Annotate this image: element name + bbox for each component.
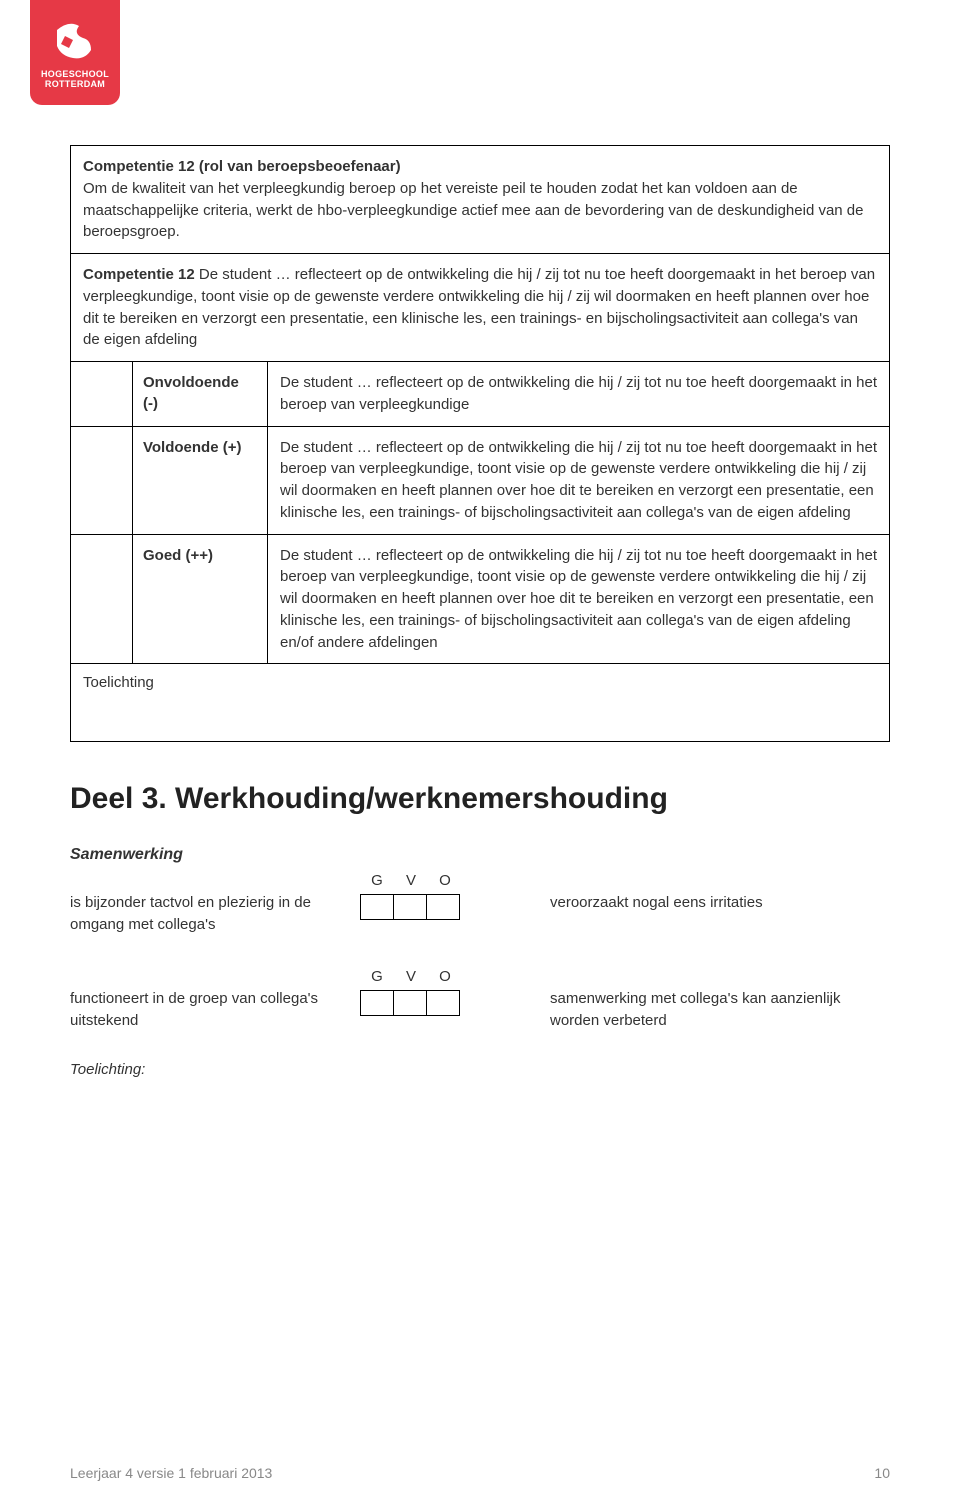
gvo-box-g[interactable] [360,990,394,1016]
gvo-box-o[interactable] [426,990,460,1016]
gvo-box-g[interactable] [360,894,394,920]
rubric-text-goed: De student … reflecteert op de ontwikkel… [268,535,889,664]
assess-left-text: functioneert in de groep van collega's u… [70,966,360,1032]
assess-left-text: is bijzonder tactvol en plezierig in de … [70,870,360,936]
gvo-label-v: V [394,870,428,892]
toelichting-footer: Toelichting: [70,1061,890,1078]
rubric-spacer [71,535,133,664]
rubric-label-voldoende: Voldoende (+) [133,427,268,534]
competence-box: Competentie 12 (rol van beroepsbeoefenaa… [70,145,890,742]
gvo-boxes [360,894,460,920]
gvo-label-g: G [360,870,394,892]
gvo-box-v[interactable] [393,990,427,1016]
page-footer: Leerjaar 4 versie 1 februari 2013 10 [70,1465,890,1481]
rubric-label-goed: Goed (++) [133,535,268,664]
competence-intro: Om de kwaliteit van het verpleegkundig b… [83,180,864,241]
competence-desc-lead: Competentie 12 [83,266,195,283]
rubric-row-goed: Goed (++) De student … reflecteert op de… [71,535,889,665]
competence-description: Competentie 12 De student … reflecteert … [71,254,889,362]
gvo-boxes [360,990,460,1016]
competence-header: Competentie 12 (rol van beroepsbeoefenaa… [71,146,889,254]
gvo-label-o: O [428,870,462,892]
gvo-labels: G V O [360,966,462,988]
gvo-picker: G V O [360,870,530,920]
toelichting-row: Toelichting [71,664,889,741]
competence-title: Competentie 12 (rol van beroepsbeoefenaa… [83,158,401,175]
section-title: Deel 3. Werkhouding/werknemershouding [70,782,890,816]
competence-desc-body: De student … reflecteert op de ontwikkel… [83,266,875,348]
toelichting-label: Toelichting [83,674,154,691]
footer-left: Leerjaar 4 versie 1 februari 2013 [70,1465,272,1481]
assess-right-text: samenwerking met collega's kan aanzienli… [530,966,890,1032]
footer-page-number: 10 [874,1465,890,1481]
subheading-samenwerking: Samenwerking [70,846,890,864]
rubric-row-onvoldoende: Onvoldoende (-) De student … reflecteert… [71,362,889,427]
gvo-label-o: O [428,966,462,988]
rubric-spacer [71,427,133,534]
gvo-labels: G V O [360,870,462,892]
assess-right-text: veroorzaakt nogal eens irritaties [530,870,890,914]
logo-text: HOGESCHOOL ROTTERDAM [41,70,109,90]
rubric-label-onvoldoende: Onvoldoende (-) [133,362,268,426]
school-logo: HOGESCHOOL ROTTERDAM [30,0,120,105]
rubric-row-voldoende: Voldoende (+) De student … reflecteert o… [71,427,889,535]
gvo-label-g: G [360,966,394,988]
logo-mark-icon [51,16,99,64]
rubric-spacer [71,362,133,426]
rubric-text-voldoende: De student … reflecteert op de ontwikkel… [268,427,889,534]
assessment-row-1: is bijzonder tactvol en plezierig in de … [70,870,890,936]
assessment-row-2: functioneert in de groep van collega's u… [70,966,890,1032]
gvo-picker: G V O [360,966,530,1016]
rubric-text-onvoldoende: De student … reflecteert op de ontwikkel… [268,362,889,426]
gvo-box-v[interactable] [393,894,427,920]
gvo-label-v: V [394,966,428,988]
gvo-box-o[interactable] [426,894,460,920]
